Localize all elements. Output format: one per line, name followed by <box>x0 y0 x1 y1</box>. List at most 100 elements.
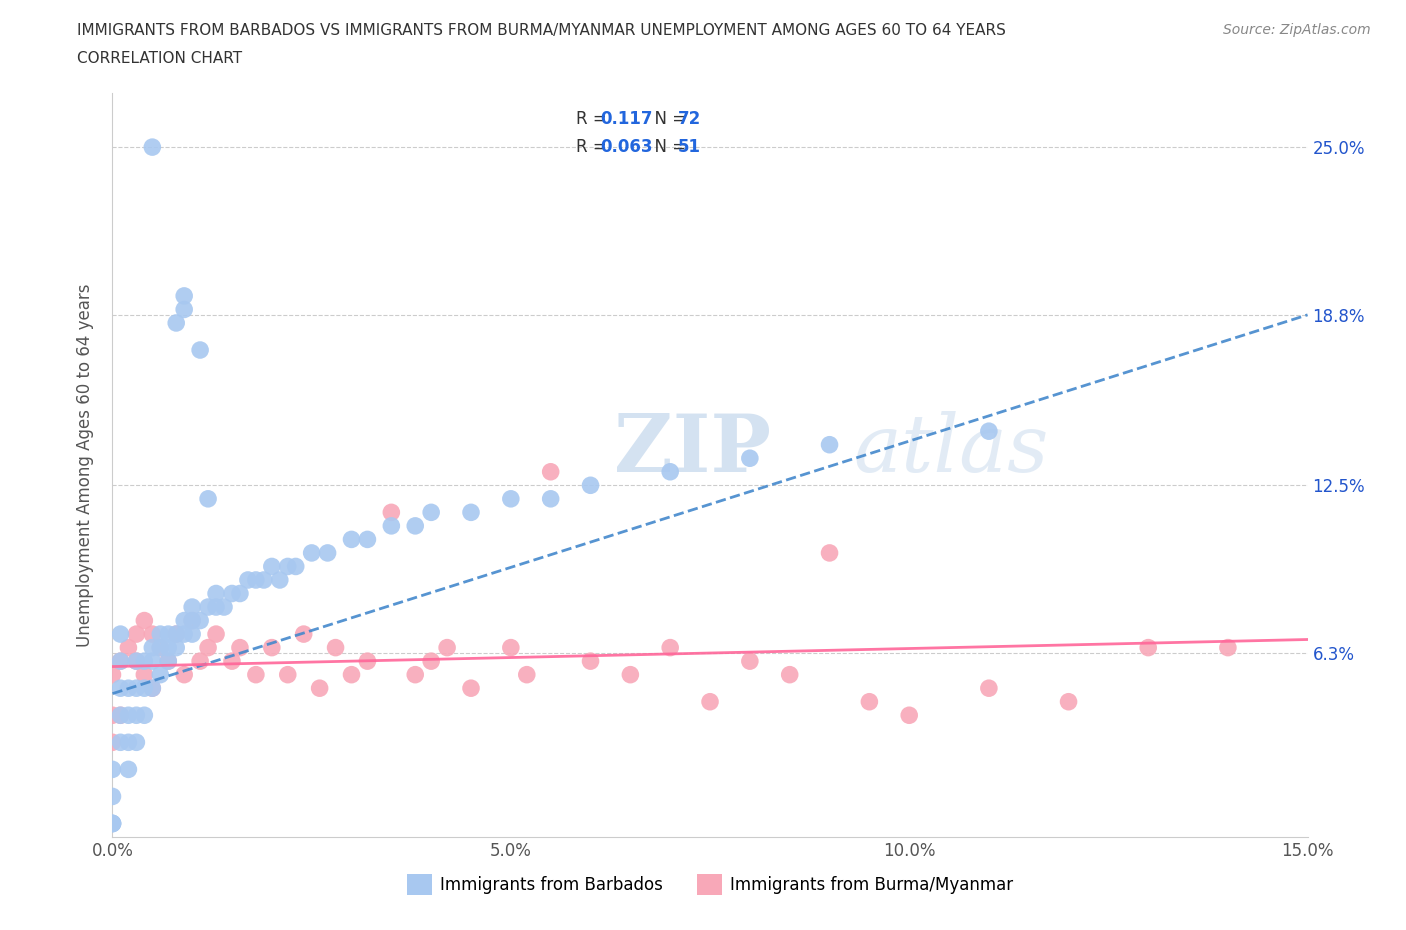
Point <box>165 627 187 642</box>
Point <box>229 640 252 655</box>
Text: 72: 72 <box>678 110 702 128</box>
Point <box>188 613 211 628</box>
Point <box>117 762 139 777</box>
Point <box>134 613 156 628</box>
Point <box>858 695 880 710</box>
Point <box>460 505 482 520</box>
Point <box>125 654 148 669</box>
Point <box>301 546 323 561</box>
Point <box>898 708 921 723</box>
Point <box>173 667 195 682</box>
Point <box>141 627 163 642</box>
Point <box>149 640 172 655</box>
Point <box>134 667 156 682</box>
Point <box>284 559 307 574</box>
Point <box>977 424 1000 439</box>
Point <box>110 708 132 723</box>
Point <box>101 708 124 723</box>
Point <box>205 600 228 615</box>
Point <box>260 640 283 655</box>
Point <box>134 654 156 669</box>
Point <box>157 627 180 642</box>
Point <box>173 302 195 317</box>
Point <box>165 627 187 642</box>
Point <box>117 708 139 723</box>
Point <box>165 315 187 330</box>
Point <box>260 559 283 574</box>
Point <box>134 708 156 723</box>
Point <box>149 640 172 655</box>
Point <box>149 667 172 682</box>
Point <box>188 342 211 357</box>
Point <box>125 681 148 696</box>
Point <box>221 586 243 601</box>
Text: Source: ZipAtlas.com: Source: ZipAtlas.com <box>1223 23 1371 37</box>
Point <box>818 437 841 452</box>
Point <box>245 667 267 682</box>
Point <box>499 640 522 655</box>
Point <box>117 735 139 750</box>
Point <box>404 518 426 533</box>
Point <box>110 735 132 750</box>
Point <box>340 667 363 682</box>
Text: N =: N = <box>644 138 692 155</box>
Point <box>404 667 426 682</box>
Point <box>460 681 482 696</box>
Point <box>173 613 195 628</box>
Point <box>221 654 243 669</box>
Point <box>157 654 180 669</box>
Point <box>977 681 1000 696</box>
Point <box>101 816 124 830</box>
Point <box>292 627 315 642</box>
Point <box>229 586 252 601</box>
Point <box>619 667 641 682</box>
Point <box>134 681 156 696</box>
Text: R =: R = <box>576 138 612 155</box>
Point <box>436 640 458 655</box>
Point <box>117 681 139 696</box>
Point <box>157 640 180 655</box>
Point <box>110 654 132 669</box>
Point <box>277 667 299 682</box>
Point <box>499 491 522 506</box>
Point <box>579 478 602 493</box>
Point <box>269 573 291 588</box>
Y-axis label: Unemployment Among Ages 60 to 64 years: Unemployment Among Ages 60 to 64 years <box>76 284 94 646</box>
Point <box>308 681 330 696</box>
Point <box>197 640 219 655</box>
Point <box>110 654 132 669</box>
Point <box>181 613 204 628</box>
Point <box>245 573 267 588</box>
Point <box>101 762 124 777</box>
Point <box>141 640 163 655</box>
Point <box>101 667 124 682</box>
Point <box>110 681 132 696</box>
Point <box>125 654 148 669</box>
Point <box>1137 640 1160 655</box>
Point <box>157 654 180 669</box>
Text: R =: R = <box>576 110 612 128</box>
Point <box>101 735 124 750</box>
Point <box>141 140 163 154</box>
Point <box>420 505 443 520</box>
Point <box>356 532 378 547</box>
Point <box>101 789 124 804</box>
Point <box>197 491 219 506</box>
Text: N =: N = <box>644 110 692 128</box>
Point <box>149 627 172 642</box>
Point <box>659 464 682 479</box>
Point <box>205 627 228 642</box>
Point <box>380 505 402 520</box>
Point <box>540 464 562 479</box>
Point <box>125 708 148 723</box>
Point <box>212 600 235 615</box>
Text: ZIP: ZIP <box>614 411 772 489</box>
Point <box>738 654 761 669</box>
Text: atlas: atlas <box>853 411 1049 489</box>
Point <box>205 586 228 601</box>
Legend: Immigrants from Barbados, Immigrants from Burma/Myanmar: Immigrants from Barbados, Immigrants fro… <box>399 866 1021 903</box>
Point <box>101 816 124 830</box>
Point <box>516 667 538 682</box>
Point <box>141 681 163 696</box>
Point <box>110 708 132 723</box>
